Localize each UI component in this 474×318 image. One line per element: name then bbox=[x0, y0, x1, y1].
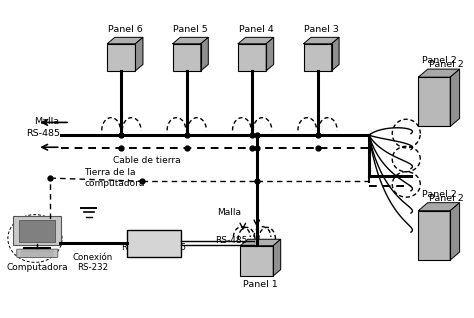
Text: RS-232/RS-485: RS-232/RS-485 bbox=[121, 243, 187, 252]
Text: Panel 2: Panel 2 bbox=[421, 190, 456, 199]
Text: Malla: Malla bbox=[217, 208, 241, 217]
Text: Panel 6: Panel 6 bbox=[108, 24, 143, 34]
Polygon shape bbox=[419, 69, 459, 77]
Text: Panel 2: Panel 2 bbox=[428, 60, 464, 69]
FancyBboxPatch shape bbox=[238, 44, 266, 71]
Text: Panel 1: Panel 1 bbox=[243, 280, 278, 289]
Polygon shape bbox=[266, 37, 273, 71]
Polygon shape bbox=[107, 37, 143, 44]
Text: Conexión
RS-232: Conexión RS-232 bbox=[73, 253, 113, 272]
Polygon shape bbox=[136, 37, 143, 71]
Polygon shape bbox=[273, 239, 281, 276]
Polygon shape bbox=[238, 37, 273, 44]
Polygon shape bbox=[201, 37, 208, 71]
Text: Cable de tierra: Cable de tierra bbox=[113, 156, 181, 165]
Text: Panel 2: Panel 2 bbox=[428, 194, 464, 203]
Text: RS-485: RS-485 bbox=[215, 236, 247, 245]
Text: Panel 2: Panel 2 bbox=[421, 56, 456, 65]
FancyBboxPatch shape bbox=[419, 211, 450, 260]
FancyBboxPatch shape bbox=[303, 44, 331, 71]
Polygon shape bbox=[240, 239, 281, 245]
Text: Computadora: Computadora bbox=[7, 263, 68, 272]
Polygon shape bbox=[450, 69, 459, 126]
Polygon shape bbox=[450, 203, 459, 260]
Text: Tierra de la
computadora: Tierra de la computadora bbox=[84, 168, 145, 188]
Text: Panel 5: Panel 5 bbox=[173, 24, 208, 34]
Polygon shape bbox=[419, 203, 459, 211]
FancyBboxPatch shape bbox=[107, 44, 136, 71]
Polygon shape bbox=[303, 37, 339, 44]
FancyBboxPatch shape bbox=[17, 249, 58, 258]
FancyBboxPatch shape bbox=[127, 230, 181, 257]
Text: Panel 3: Panel 3 bbox=[304, 24, 339, 34]
FancyBboxPatch shape bbox=[173, 44, 201, 71]
FancyBboxPatch shape bbox=[419, 77, 450, 126]
FancyBboxPatch shape bbox=[13, 216, 61, 245]
Text: Malla: Malla bbox=[34, 117, 59, 126]
Polygon shape bbox=[331, 37, 339, 71]
Polygon shape bbox=[173, 37, 208, 44]
Text: RS-485: RS-485 bbox=[27, 129, 61, 138]
Text: Conversor: Conversor bbox=[132, 236, 176, 245]
Text: Panel 4: Panel 4 bbox=[238, 24, 273, 34]
FancyBboxPatch shape bbox=[240, 245, 273, 276]
FancyBboxPatch shape bbox=[19, 220, 55, 242]
